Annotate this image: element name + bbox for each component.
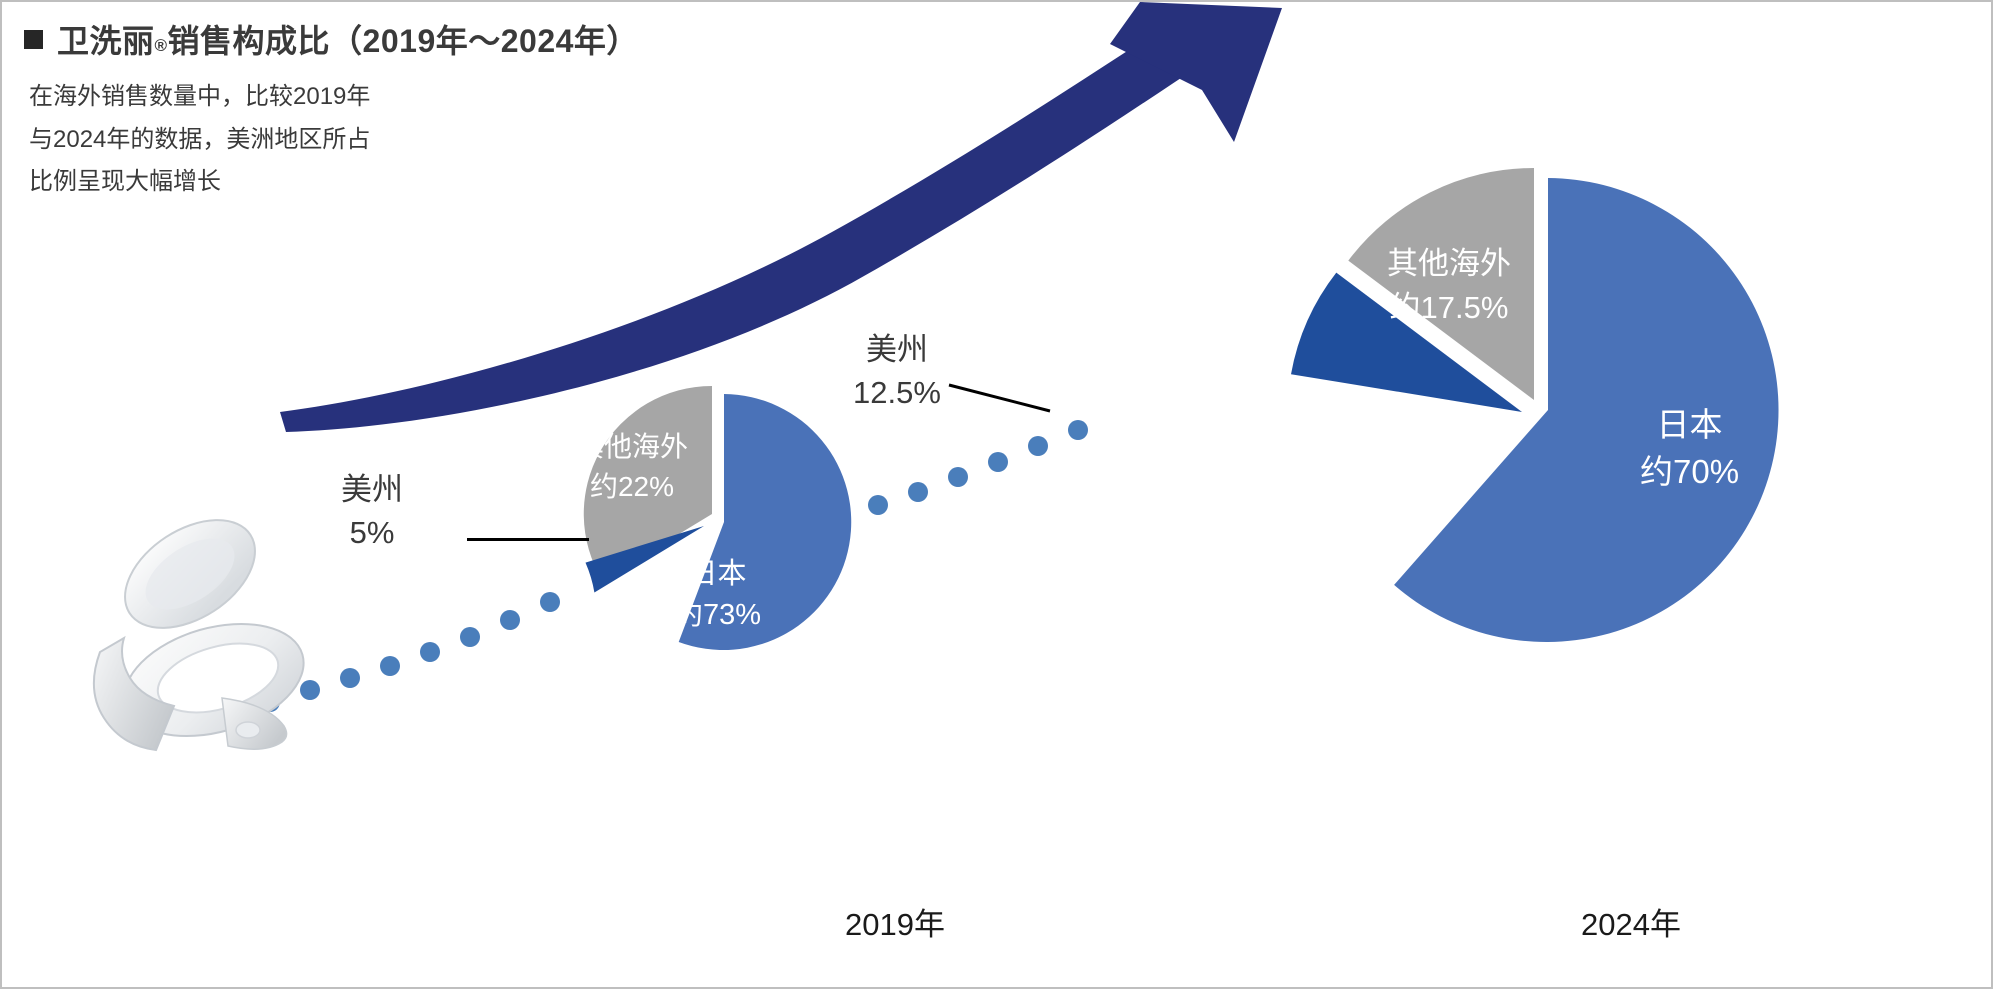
registered-mark-icon: ®	[154, 36, 168, 55]
slice-japan-2019	[678, 394, 852, 650]
year-caption-2024: 2024年	[1581, 907, 1681, 942]
slice-americas-2019	[585, 526, 704, 593]
leader-line-americas-2024	[948, 383, 1051, 413]
pie-chart-2019	[574, 370, 854, 660]
page-title: 卫洗丽®销售构成比（2019年～2024年）	[57, 16, 639, 62]
slice-japan-2024	[1394, 178, 1779, 642]
year-caption-2019: 2019年	[845, 907, 945, 942]
washlet-product-photo	[92, 519, 305, 752]
label-americas-2024: 美州 12.5%	[853, 332, 941, 411]
leader-line-americas-2019	[467, 538, 589, 541]
slice-other-2024	[1348, 167, 1534, 400]
subtitle-line-1: 在海外销售数量中，比较2019年	[29, 83, 371, 110]
label-americas-2019: 美州 5%	[341, 472, 403, 551]
title-main: 卫洗丽	[57, 23, 155, 59]
subtitle-block: 在海外销售数量中，比较2019年 与2024年的数据，美洲地区所占 比例呈现大幅…	[29, 76, 370, 204]
title-rest: 销售构成比（2019年～2024年）	[167, 23, 639, 59]
subtitle-line-2: 与2024年的数据，美洲地区所占	[29, 125, 371, 153]
pie-chart-2024	[1288, 150, 1788, 670]
square-bullet-icon	[24, 29, 43, 49]
growth-arrow-icon	[272, 2, 1302, 432]
slice-americas-2024	[1291, 272, 1522, 412]
subtitle-line-3: 比例呈现大幅增长	[29, 168, 221, 196]
slice-other-2019	[583, 385, 712, 581]
slide-title: 卫洗丽®销售构成比（2019年～2024年）	[24, 16, 639, 62]
